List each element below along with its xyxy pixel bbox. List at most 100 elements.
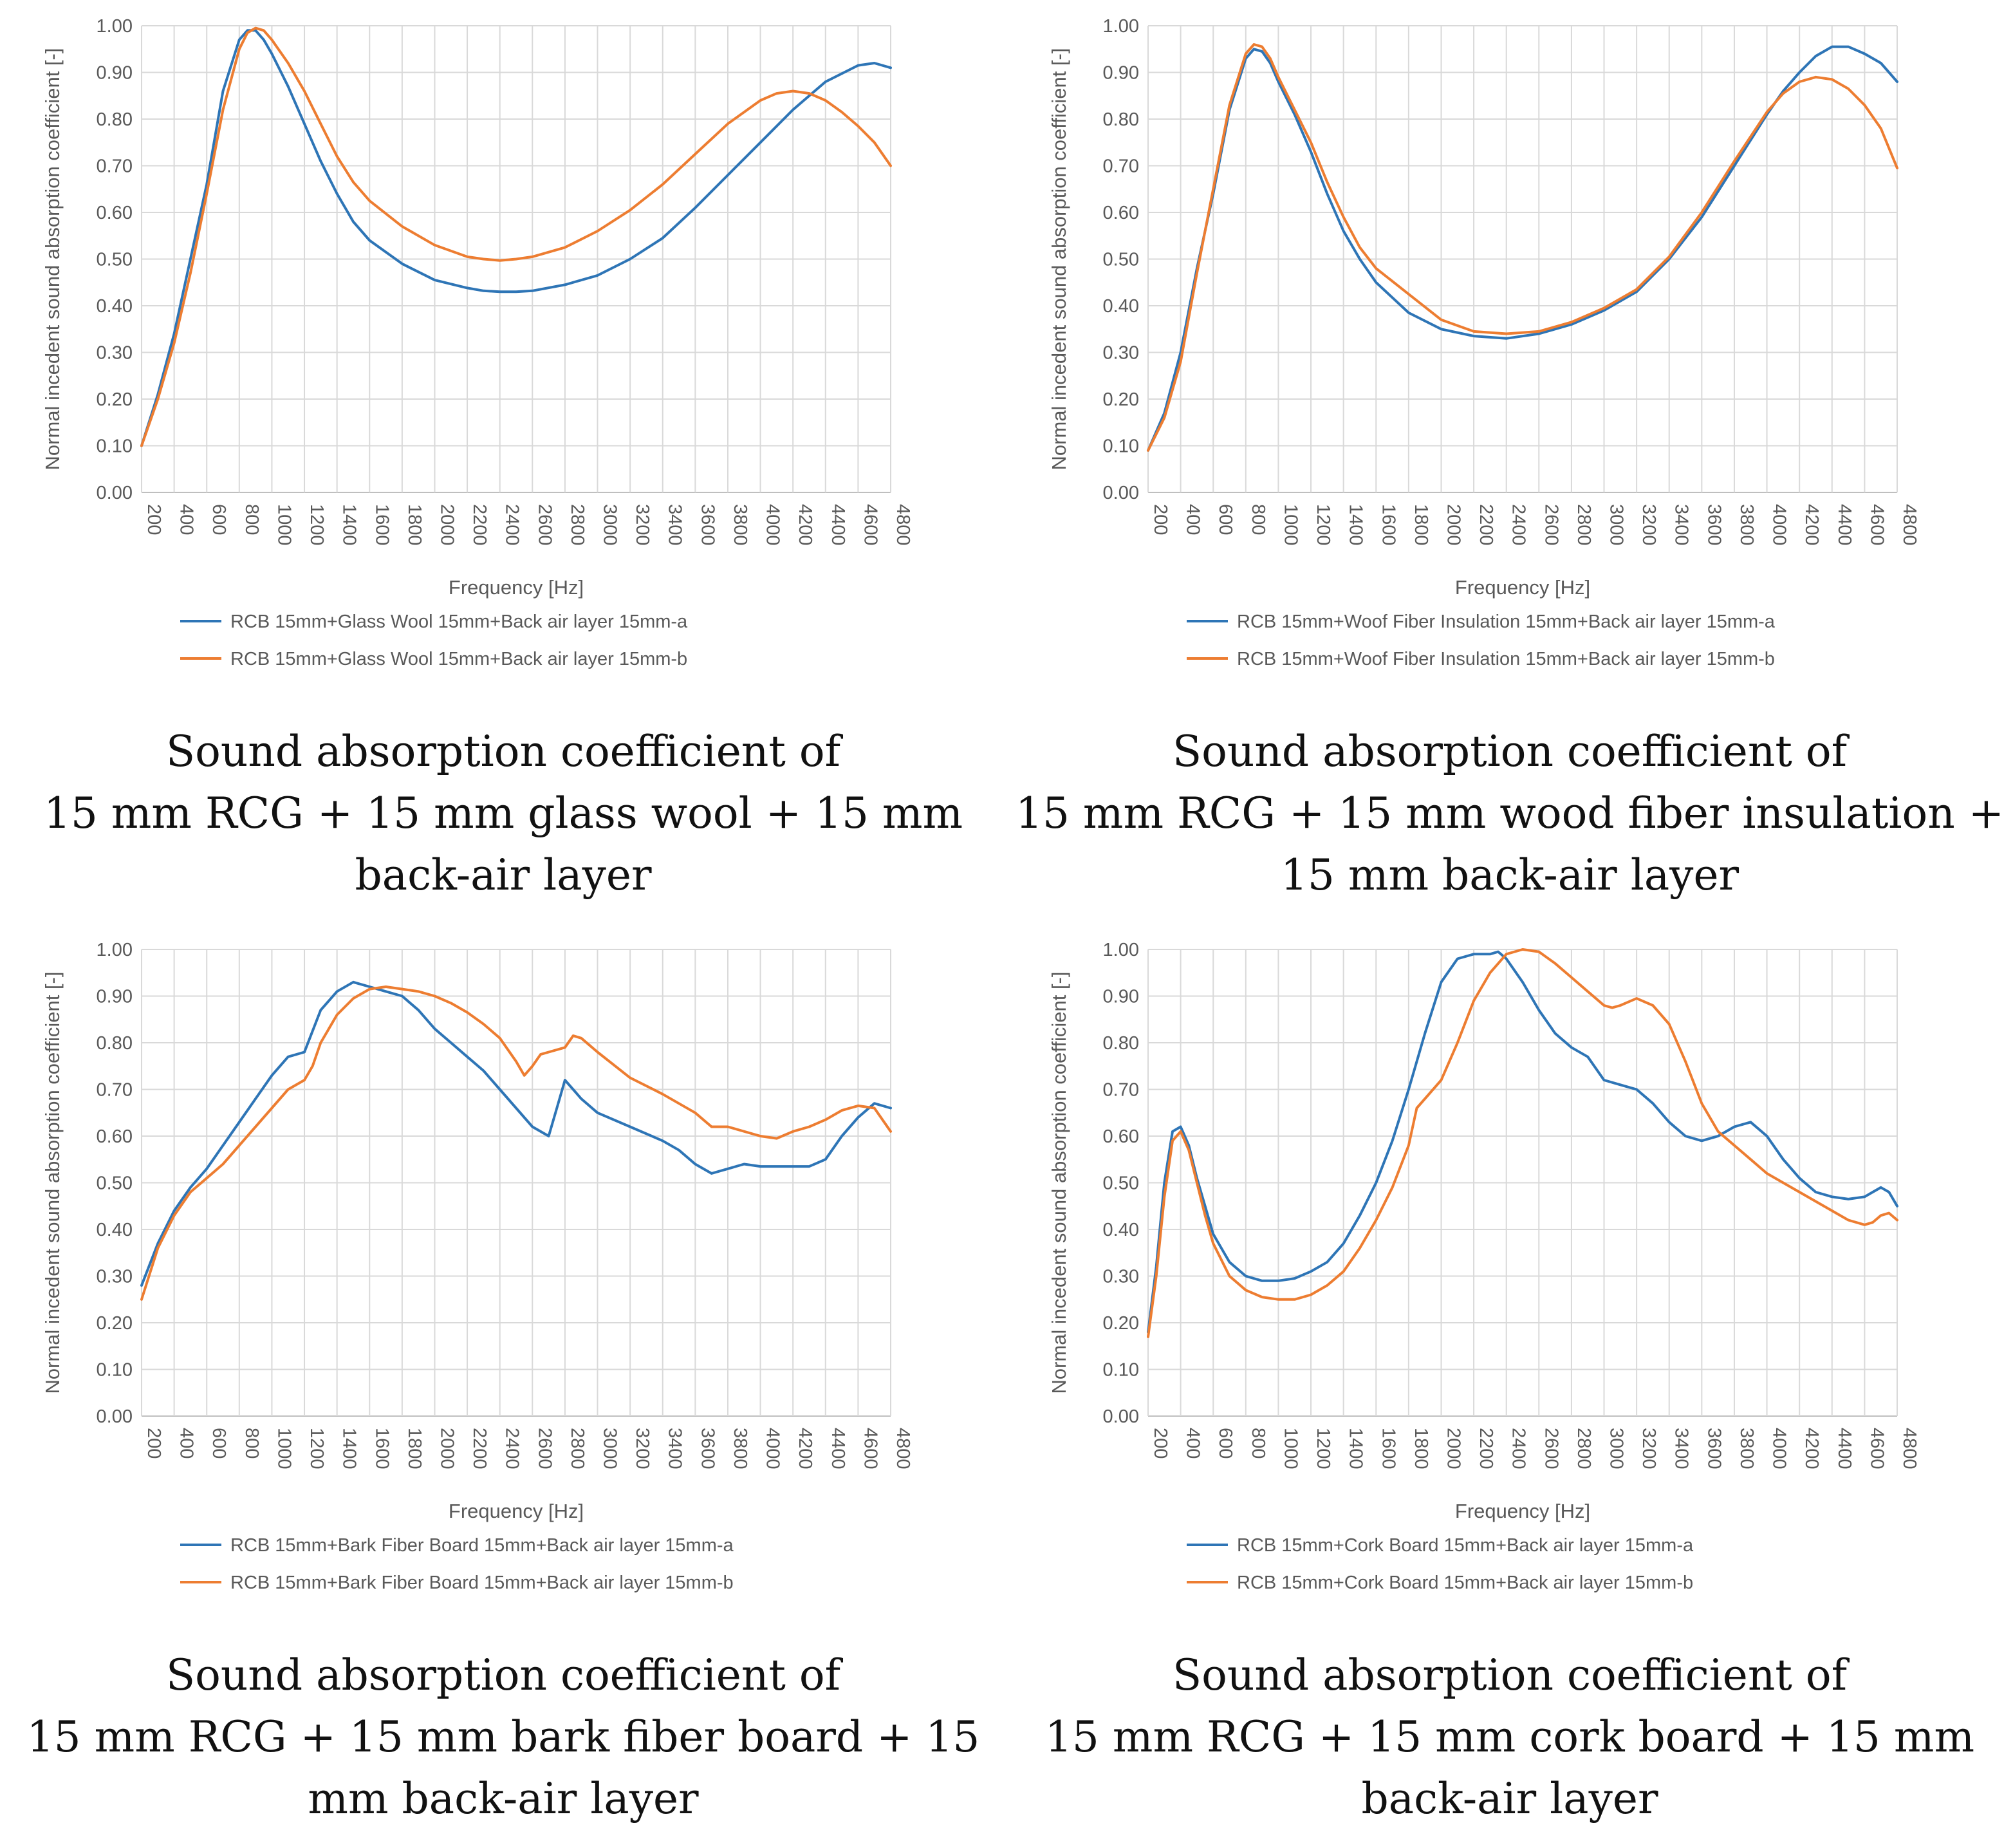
x-tick-label: 1200: [1313, 504, 1333, 546]
y-tick-label: 1.00: [1103, 16, 1139, 37]
x-tick-label: 200: [144, 1428, 164, 1459]
y-tick-label: 0.00: [97, 483, 133, 503]
x-tick-label: 4200: [795, 1428, 815, 1470]
y-tick-label: 0.60: [97, 203, 133, 223]
y-tick-label: 0.30: [1103, 1267, 1139, 1287]
y-tick-label: 1.00: [1103, 940, 1139, 960]
legend-label: RCB 15mm+Glass Wool 15mm+Back air layer …: [230, 611, 688, 632]
caption-line: 15 mm RCG + 15 mm wood fiber insulation …: [1015, 789, 2005, 838]
y-tick-label: 0.50: [1103, 1173, 1139, 1194]
x-tick-label: 3800: [1736, 1428, 1757, 1470]
x-tick-label: 2400: [1508, 504, 1529, 546]
caption-line: Sound absorption coefficient of: [1172, 1650, 1848, 1700]
x-tick-label: 1600: [1378, 504, 1398, 546]
y-tick-label: 0.40: [97, 1220, 133, 1240]
x-tick-label: 600: [1215, 504, 1236, 535]
caption-line: 15 mm RCG + 15 mm cork board + 15 mm: [1044, 1712, 1975, 1762]
x-tick-label: 1200: [1313, 1428, 1333, 1470]
x-tick-label: 4200: [795, 504, 815, 546]
x-tick-label: 1400: [1346, 1428, 1366, 1470]
x-tick-label: 600: [1215, 1428, 1236, 1459]
caption-line: 15 mm RCG + 15 mm glass wool + 15 mm: [43, 789, 963, 838]
y-tick-label: 0.20: [1103, 1313, 1139, 1334]
x-tick-label: 200: [144, 504, 164, 535]
x-axis-label: Frequency [Hz]: [449, 576, 584, 599]
caption-line: Sound absorption coefficient of: [165, 1650, 841, 1700]
x-tick-label: 1800: [1411, 504, 1431, 546]
x-tick-label: 3400: [1671, 1428, 1692, 1470]
x-tick-label: 1600: [371, 1428, 392, 1470]
y-tick-label: 0.30: [1103, 343, 1139, 364]
legend-label: RCB 15mm+Woof Fiber Insulation 15mm+Back…: [1237, 611, 1776, 632]
y-tick-label: 0.20: [1103, 389, 1139, 410]
y-tick-label: 0.00: [1103, 483, 1139, 503]
y-tick-label: 0.10: [97, 1360, 133, 1381]
legend-label: RCB 15mm+Bark Fiber Board 15mm+Back air …: [230, 1535, 734, 1556]
x-tick-label: 200: [1150, 1428, 1171, 1459]
x-tick-label: 2600: [534, 504, 555, 546]
y-tick-label: 0.70: [97, 156, 133, 177]
x-tick-label: 1000: [1280, 1428, 1301, 1470]
legend-label: RCB 15mm+Bark Fiber Board 15mm+Back air …: [230, 1573, 734, 1593]
x-tick-label: 4000: [763, 504, 783, 546]
legend-label: RCB 15mm+Cork Board 15mm+Back air layer …: [1237, 1573, 1693, 1593]
x-tick-label: 4400: [1834, 504, 1855, 546]
x-tick-label: 4400: [828, 1428, 848, 1470]
caption-line: 15 mm RCG + 15 mm bark fiber board + 15: [26, 1712, 980, 1762]
x-tick-label: 3200: [632, 504, 653, 546]
x-tick-label: 2800: [567, 1428, 588, 1470]
y-tick-label: 0.60: [1103, 203, 1139, 223]
x-tick-label: 800: [241, 1428, 262, 1459]
y-tick-label: 0.50: [97, 1173, 133, 1194]
x-tick-label: 4600: [860, 1428, 880, 1470]
x-tick-label: 3800: [730, 1428, 750, 1470]
x-tick-label: 3600: [697, 1428, 718, 1470]
chart-panel-cork-board: 0.00 0.10 0.20 0.30 0.40 0.50 0.60 0.70 0.80 0.90…: [1006, 924, 2013, 1847]
y-axis-label: Normal incedent sound absorption coeffic…: [41, 972, 64, 1394]
x-tick-label: 1200: [306, 1428, 327, 1470]
x-tick-label: 400: [176, 1428, 197, 1459]
x-tick-label: 3200: [1638, 1428, 1659, 1470]
y-axis-label: Normal incedent sound absorption coeffic…: [1048, 972, 1070, 1394]
x-tick-label: 4800: [893, 504, 913, 546]
x-tick-label: 4600: [1866, 504, 1887, 546]
y-tick-label: 0.10: [97, 436, 133, 457]
x-tick-label: 2200: [469, 1428, 490, 1470]
x-tick-label: 2600: [534, 1428, 555, 1470]
x-tick-label: 3600: [1703, 504, 1724, 546]
x-axis-label: Frequency [Hz]: [1455, 576, 1590, 599]
y-tick-label: 0.60: [97, 1126, 133, 1147]
x-tick-label: 4400: [828, 504, 848, 546]
x-tick-label: 1600: [1378, 1428, 1398, 1470]
x-tick-label: 3600: [1703, 1428, 1724, 1470]
y-tick-label: 0.70: [97, 1080, 133, 1101]
x-tick-label: 800: [1248, 504, 1268, 535]
y-tick-label: 0.10: [1103, 1360, 1139, 1381]
x-tick-label: 3400: [1671, 504, 1692, 546]
y-tick-label: 0.70: [1103, 156, 1139, 177]
y-tick-label: 1.00: [97, 16, 133, 37]
x-tick-label: 3000: [1606, 1428, 1627, 1470]
y-tick-label: 0.50: [1103, 250, 1139, 270]
x-tick-label: 1000: [1280, 504, 1301, 546]
chart-cork-board: 0.00 0.10 0.20 0.30 0.40 0.50 0.60 0.70 0.80 0.90…: [1048, 940, 1920, 1593]
series-a-line: [1147, 45, 1898, 452]
series-b-line: [1147, 948, 1898, 1338]
series-a-line: [140, 29, 892, 447]
caption-line: Sound absorption coefficient of: [1172, 727, 1848, 776]
legend-label: RCB 15mm+Glass Wool 15mm+Back air layer …: [230, 649, 687, 669]
x-tick-label: 4800: [1899, 504, 1920, 546]
y-tick-label: 0.80: [97, 1033, 133, 1054]
caption-line: Sound absorption coefficient of: [165, 727, 841, 776]
x-tick-label: 1400: [1346, 504, 1366, 546]
y-tick-label: 0.80: [1103, 1033, 1139, 1054]
x-tick-label: 3800: [1736, 504, 1757, 546]
x-tick-label: 2800: [1573, 1428, 1594, 1470]
y-tick-label: 0.70: [1103, 1080, 1139, 1101]
x-tick-label: 3400: [665, 504, 685, 546]
y-tick-label: 0.40: [1103, 1220, 1139, 1240]
x-tick-label: 200: [1150, 504, 1171, 535]
chart-caption: Sound absorption coefficient of 15 mm RC…: [0, 1645, 1006, 1830]
x-tick-label: 4600: [1866, 1428, 1887, 1470]
x-tick-label: 1200: [306, 504, 327, 546]
